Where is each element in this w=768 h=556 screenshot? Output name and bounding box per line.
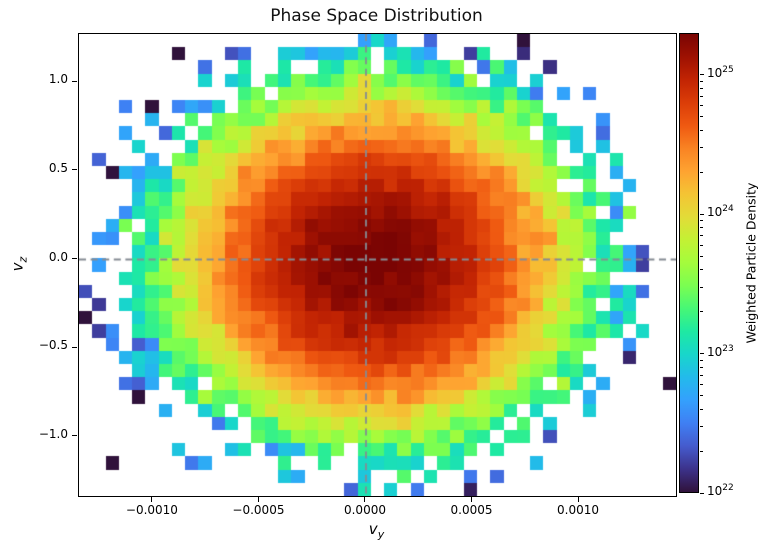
x-tick-mark xyxy=(151,497,153,502)
x-tick-label: 0.0000 xyxy=(343,503,386,517)
colorbar-tick-mark xyxy=(700,74,704,76)
colorbar-tick-label: 1023 xyxy=(707,343,734,359)
colorbar-minor-tick-mark xyxy=(700,220,703,222)
x-tick-mark xyxy=(257,497,259,502)
colorbar-minor-tick-mark xyxy=(700,395,703,397)
y-tick-mark xyxy=(72,80,77,82)
y-axis-label: vz xyxy=(9,257,30,272)
colorbar-minor-tick-mark xyxy=(700,235,703,237)
plot-area xyxy=(78,33,677,497)
colorbar-minor-tick-mark xyxy=(700,129,703,131)
y-axis-label-sub: z xyxy=(16,256,30,263)
x-tick-label: 0.0010 xyxy=(557,503,600,517)
colorbar-minor-tick-mark xyxy=(700,426,703,427)
x-tick-label: 0.0005 xyxy=(450,503,493,517)
chart-title: Phase Space Distribution xyxy=(270,6,483,26)
x-tick-label: −0.0005 xyxy=(232,503,285,517)
y-tick-mark xyxy=(72,435,77,437)
colorbar-minor-tick-mark xyxy=(700,255,703,257)
colorbar-tick-label: 1022 xyxy=(707,483,734,498)
colorbar-tick-mark xyxy=(700,492,704,494)
colorbar-label: Weighted Particle Density xyxy=(743,182,759,344)
y-tick-label: 0.0 xyxy=(48,249,68,264)
colorbar-minor-tick-mark xyxy=(700,359,703,361)
y-tick-mark xyxy=(72,169,77,171)
colorbar-minor-tick-mark xyxy=(700,244,703,246)
colorbar-minor-tick-mark xyxy=(700,227,703,229)
colorbar-minor-tick-mark xyxy=(700,450,703,452)
colorbar-minor-tick-mark xyxy=(700,80,703,82)
colorbar-minor-tick-mark xyxy=(700,384,703,386)
x-axis-label: vy xyxy=(78,520,675,541)
colorbar-minor-tick-mark xyxy=(700,269,703,271)
colorbar-minor-tick-mark xyxy=(700,147,703,149)
colorbar-tick-mark xyxy=(700,353,704,355)
colorbar-tick-label: 1024 xyxy=(707,204,734,220)
colorbar-minor-tick-mark xyxy=(700,96,703,98)
y-tick-label: 1.0 xyxy=(48,72,68,87)
colorbar xyxy=(679,33,699,493)
y-tick-label: −1.0 xyxy=(38,426,68,441)
colorbar-minor-tick-mark xyxy=(700,171,703,173)
colorbar-minor-tick-mark xyxy=(700,116,703,118)
y-tick-label: 0.5 xyxy=(48,160,68,175)
y-tick-mark xyxy=(72,258,77,259)
colorbar-minor-tick-mark xyxy=(700,374,703,376)
colorbar-minor-tick-mark xyxy=(700,366,703,368)
y-axis-label-base: v xyxy=(8,262,27,272)
x-axis-label-base: v xyxy=(368,520,378,538)
colorbar-minor-tick-mark xyxy=(700,311,703,313)
x-axis-label-sub: y xyxy=(377,528,385,541)
colorbar-minor-tick-mark xyxy=(700,286,703,288)
colorbar-minor-tick-mark xyxy=(700,408,703,410)
y-tick-label: −0.5 xyxy=(38,338,68,353)
y-tick-mark xyxy=(72,346,77,348)
x-tick-mark xyxy=(471,497,473,502)
colorbar-tick-mark xyxy=(700,213,704,215)
x-tick-mark xyxy=(577,497,579,502)
x-tick-label: −0.0010 xyxy=(125,503,178,517)
colorbar-tick-label: 1025 xyxy=(707,64,734,80)
colorbar-minor-tick-mark xyxy=(700,105,703,107)
heatmap-canvas xyxy=(79,34,676,496)
colorbar-minor-tick-mark xyxy=(700,87,703,89)
x-tick-mark xyxy=(364,497,366,502)
